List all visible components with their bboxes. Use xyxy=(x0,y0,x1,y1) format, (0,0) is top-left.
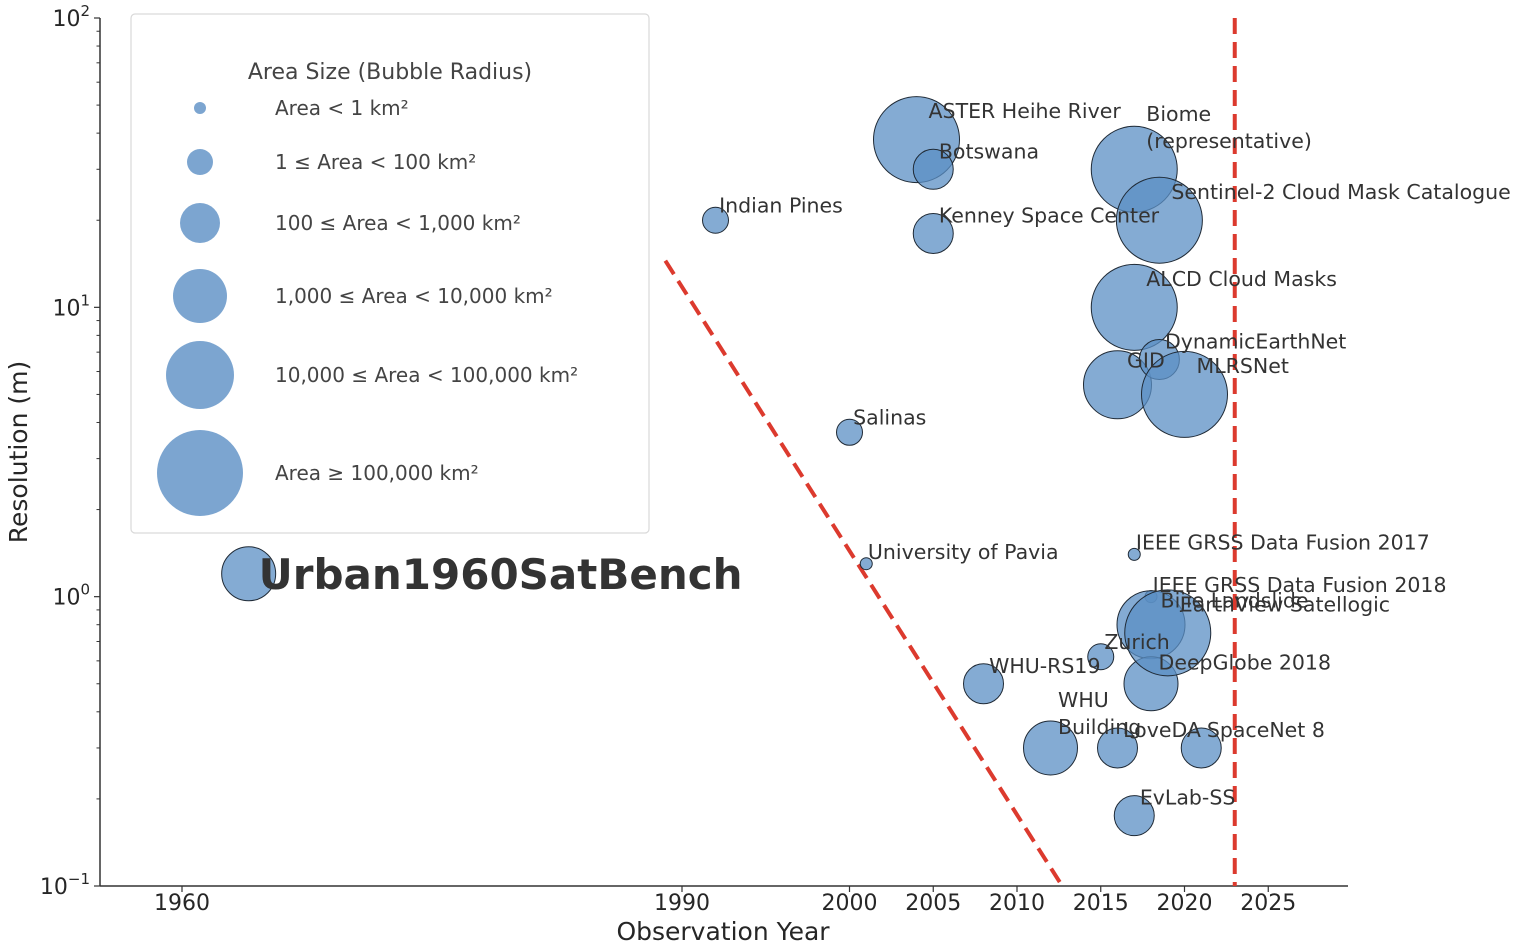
bubble-label: ALCD Cloud Masks xyxy=(1146,267,1337,291)
bubble-label: Bijie Landslide xyxy=(1161,588,1309,612)
x-axis-label: Observation Year xyxy=(616,917,830,946)
y-tick-label: 102 xyxy=(52,2,90,32)
bubble xyxy=(1087,643,1115,671)
bubble-label: DeepGlobe 2018 xyxy=(1159,651,1331,675)
bubble xyxy=(1023,720,1078,776)
y-tick-label: 100 xyxy=(52,581,90,611)
legend-entry-label: 10,000 ≤ Area < 100,000 km² xyxy=(275,363,578,387)
bubble-label: WHU-RS19 xyxy=(989,654,1100,678)
legend-marker xyxy=(157,430,243,516)
bubble xyxy=(912,148,954,190)
bubble-label: University of Pavia xyxy=(868,540,1059,564)
bubble xyxy=(1090,263,1178,351)
bubble xyxy=(1115,176,1203,264)
bubble-label: Indian Pines xyxy=(719,193,843,217)
bubble-label: Kenney Space Center xyxy=(939,203,1160,227)
bubble-label: DynamicEarthNet xyxy=(1165,330,1346,354)
bubble-label: Zurich xyxy=(1104,630,1169,654)
bubble-label: Botswana xyxy=(939,139,1039,163)
bubble xyxy=(221,546,277,602)
bubble xyxy=(912,212,954,254)
legend-box xyxy=(130,13,650,534)
bubble-label: Sentinel-2 Cloud Mask Catalogue xyxy=(1171,180,1510,204)
bubble xyxy=(836,418,863,446)
legend-marker xyxy=(180,203,220,243)
bubble xyxy=(1141,350,1228,438)
bubble xyxy=(1127,547,1141,561)
y-tick-label: 10−1 xyxy=(40,870,90,900)
bubble-label: IEEE GRSS Data Fusion 2017 xyxy=(1136,531,1430,555)
legend-marker xyxy=(187,149,213,175)
reference-lines xyxy=(663,18,1237,888)
bubble-label: ASTER Heihe River xyxy=(929,99,1122,123)
bubble xyxy=(963,663,1004,705)
x-tick-label: 1960 xyxy=(154,891,210,916)
legend-entry-label: 1 ≤ Area < 100 km² xyxy=(275,150,476,174)
bubble-label: WHU Building xyxy=(1058,688,1141,739)
legend: Area Size (Bubble Radius) Area < 1 km² 1 ≤… xyxy=(130,13,650,534)
legend-entry-label: Area ≥ 100,000 km² xyxy=(275,461,479,485)
highlight-label: Urban1960SatBench xyxy=(259,550,743,599)
bubble xyxy=(1124,589,1212,677)
legend-entry-label: 100 ≤ Area < 1,000 km² xyxy=(275,211,521,235)
y-tick-label: 101 xyxy=(52,291,90,321)
bubble xyxy=(1180,727,1222,769)
bubble xyxy=(859,557,873,571)
diagonal-trend-line xyxy=(663,259,1064,888)
bubble-label: GID xyxy=(1127,348,1165,372)
legend-entry-label: 1,000 ≤ Area < 10,000 km² xyxy=(275,284,553,308)
legend-entry-label: Area < 1 km² xyxy=(275,96,409,120)
y-axis-label: Resolution (m) xyxy=(4,361,33,543)
bubble-label: MLRSNet xyxy=(1197,354,1289,378)
legend-marker xyxy=(194,102,206,114)
x-tick-label: 2025 xyxy=(1240,891,1296,916)
x-tick-label: 2010 xyxy=(989,891,1045,916)
bubble xyxy=(1097,727,1138,769)
bubble-label: IEEE GRSS Data Fusion 2018 xyxy=(1153,573,1447,597)
legend-marker xyxy=(166,341,234,409)
legend-title: Area Size (Bubble Radius) xyxy=(248,60,532,85)
bubble xyxy=(702,206,729,234)
bubble-label: Salinas xyxy=(853,405,926,429)
bubble xyxy=(1113,795,1155,837)
x-tick-label: 2005 xyxy=(905,891,961,916)
axes: 1960 1990 2000 2005 2010 2015 2020 2025 102 101 10… xyxy=(40,2,1348,916)
bubble-label: LoveDA xyxy=(1123,718,1201,742)
x-tick-label: 2020 xyxy=(1157,891,1213,916)
bubble-label: Biome (representative) xyxy=(1146,102,1312,153)
bubble-labels: Indian Pines Salinas University of Pavia AS… xyxy=(259,99,1511,809)
bubble-label: EvLab-SS xyxy=(1140,786,1236,810)
bubble-label: SpaceNet 8 xyxy=(1207,718,1325,742)
bubble-label: EarthView Satellogic xyxy=(1180,592,1390,616)
bubbles xyxy=(221,96,1228,837)
legend-marker xyxy=(173,269,227,323)
x-tick-label: 1990 xyxy=(654,891,710,916)
x-tick-label: 2015 xyxy=(1073,891,1129,916)
x-tick-label: 2000 xyxy=(822,891,878,916)
